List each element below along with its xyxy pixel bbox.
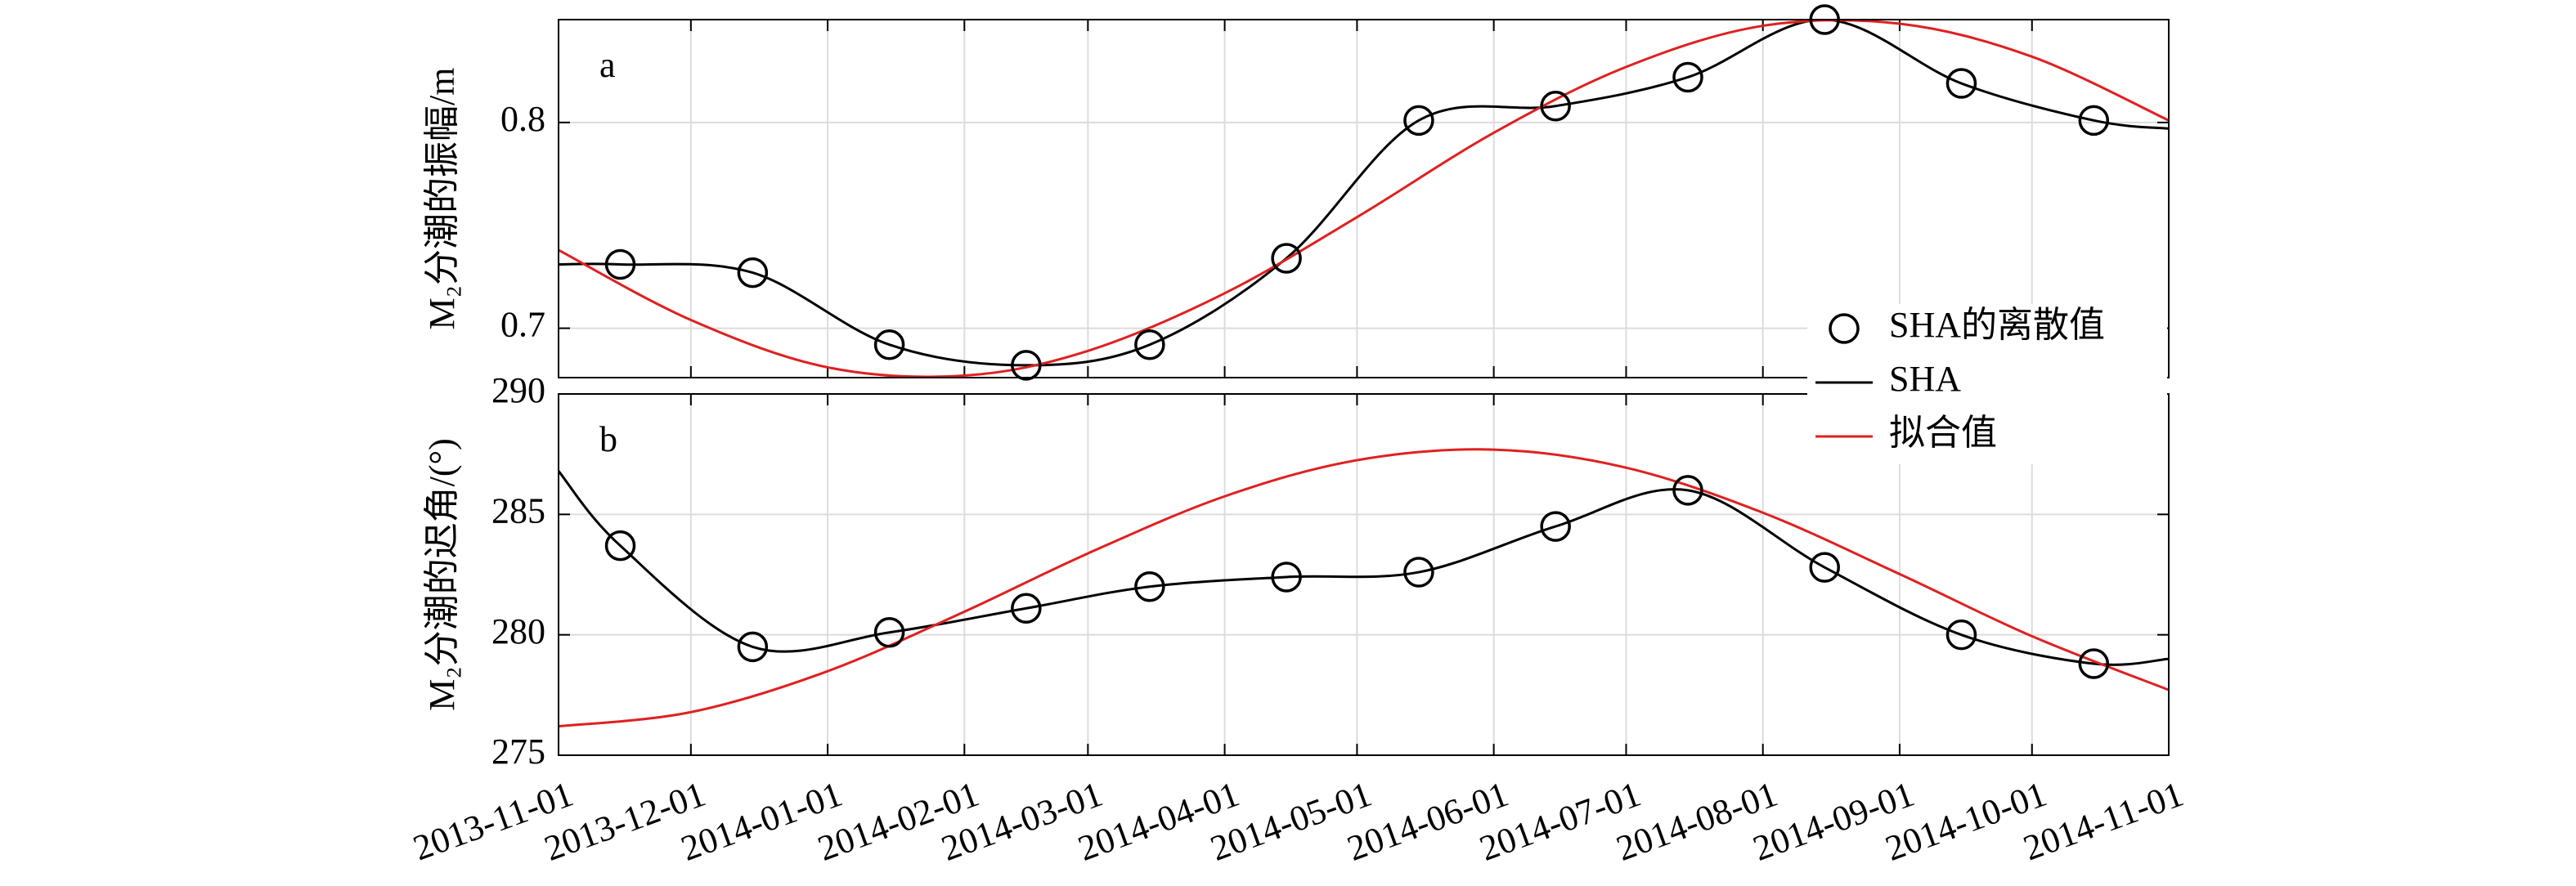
data-point [2078, 105, 2110, 136]
data-point [1011, 350, 1042, 381]
legend-label: 拟合值 [1889, 413, 1997, 453]
y-tick-label: 285 [491, 490, 545, 530]
data-point [873, 616, 905, 648]
y-tick-label: 0.7 [500, 305, 545, 345]
y-tick-label: 0.8 [500, 99, 545, 139]
y-axis-label: M₂分潮的迟角/(°) [422, 438, 462, 711]
legend-label: SHA [1889, 359, 1961, 399]
data-point [1672, 475, 1703, 506]
plot-area [559, 448, 2169, 728]
y-tick-label: 280 [491, 611, 545, 651]
data-point [1271, 562, 1302, 593]
data-point [604, 248, 636, 280]
y-tick-label: 275 [491, 732, 545, 772]
axes-frame [558, 393, 2170, 756]
data-point [737, 257, 769, 289]
data-point [1945, 68, 1977, 99]
data-point [873, 329, 905, 360]
panel-label: b [599, 419, 617, 459]
data-point [1809, 552, 1840, 583]
data-point [1403, 105, 1434, 136]
data-point [1134, 571, 1165, 602]
axes-frame [558, 19, 2170, 378]
data-point [604, 530, 636, 562]
data-point [1540, 90, 1571, 122]
data-point [1271, 243, 1302, 274]
series-line [559, 20, 2169, 378]
data-point [1945, 619, 1977, 651]
data-point [1134, 329, 1165, 360]
legend-swatch [1829, 313, 1860, 344]
data-point [1672, 61, 1703, 93]
series-line [559, 20, 2169, 367]
plot-area [559, 20, 2169, 378]
legend-label: SHA的离散值 [1889, 305, 2105, 345]
data-point [1011, 593, 1042, 624]
panel-label: a [599, 45, 616, 85]
series-line [559, 448, 2169, 728]
x-tick-label: 2014-11-01 [2018, 774, 2188, 869]
data-point [1403, 557, 1434, 588]
y-tick-label: 290 [491, 370, 545, 410]
data-point [2078, 648, 2110, 679]
data-point [737, 631, 769, 663]
y-axis-label: M₂分潮的振幅/m [422, 68, 462, 330]
data-point [1540, 511, 1571, 542]
series-line [559, 470, 2169, 666]
